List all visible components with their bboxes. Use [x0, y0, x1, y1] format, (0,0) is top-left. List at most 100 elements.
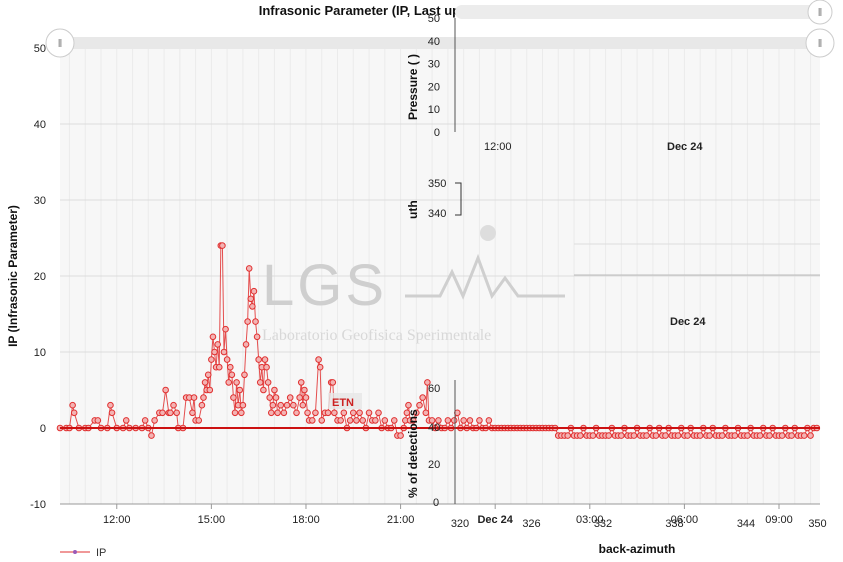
ip-point: [297, 379, 305, 386]
detections-x-tick: 332: [594, 518, 612, 530]
ip-point: [283, 401, 291, 409]
ip-point: [308, 417, 316, 424]
ip-point: [299, 401, 307, 409]
ip-point: [630, 432, 638, 439]
detections-x-tick: 344: [737, 518, 755, 530]
ip-point: [800, 432, 808, 439]
ip-point: [159, 409, 166, 417]
ip-point: [108, 409, 116, 417]
ip-point: [340, 409, 348, 417]
range-slider-main[interactable]: ‖ ‖: [45, 28, 835, 58]
y-tick-label: 20: [34, 271, 46, 283]
ip-point: [331, 409, 338, 417]
ip-point: [271, 386, 278, 394]
slider-handle-top-right[interactable]: [807, 0, 833, 25]
ip-point: [280, 409, 288, 417]
x-tick-label: 09:00: [765, 514, 793, 526]
ip-point: [605, 432, 613, 439]
ip-point: [238, 409, 245, 417]
detections-x-ticks: 320 326 332 338 344 350: [451, 518, 827, 530]
legend[interactable]: IP: [60, 547, 106, 559]
watermark-dot: [480, 225, 496, 241]
y-tick-label: 50: [34, 43, 46, 55]
etn-label-box: [328, 393, 362, 409]
slider-grip-right-icon: ‖: [818, 38, 823, 50]
ip-point: [731, 432, 739, 439]
ip-point: [204, 371, 212, 379]
y-tick-label: 0: [40, 423, 46, 435]
ip-point: [151, 417, 158, 424]
legend-ip-label[interactable]: IP: [96, 547, 106, 559]
ip-point: [200, 394, 207, 401]
pressure-y-ticks: 0 10 20 30 40 50: [428, 13, 440, 139]
slider-handle-left[interactable]: [45, 28, 75, 58]
slider-track-main[interactable]: [60, 37, 820, 49]
azimuth-tick-350: 350: [428, 178, 446, 190]
ip-point: [215, 363, 223, 371]
ip-point: [253, 333, 261, 341]
detections-tick-0: 0: [433, 497, 439, 509]
ip-point: [252, 318, 259, 325]
azimuth-overlay: uth 350 340 Dec 24: [406, 178, 820, 328]
ip-point: [422, 409, 430, 417]
ip-point: [324, 409, 332, 417]
watermark-wave: [405, 253, 565, 300]
ip-point: [141, 417, 149, 424]
ip-point: [744, 432, 751, 439]
detections-ylabel: % of detections: [406, 409, 420, 498]
ip-point: [652, 432, 660, 439]
ip-point: [315, 356, 322, 363]
ip-point: [206, 386, 214, 394]
ip-point: [211, 348, 218, 356]
ip-point: [428, 417, 436, 424]
ip-point: [249, 303, 256, 310]
ip-point: [416, 401, 423, 409]
pressure-y-tick: 50: [428, 13, 440, 25]
ip-point: [293, 409, 300, 417]
x-tick-label: 21:00: [387, 514, 415, 526]
ip-point: [162, 386, 169, 394]
ip-point: [349, 409, 357, 417]
ip-point: [255, 356, 262, 363]
ip-point: [195, 417, 203, 424]
ip-point: [122, 417, 130, 424]
ip-point: [267, 409, 275, 417]
slider-grip-left-icon: ‖: [58, 38, 63, 50]
ip-point: [346, 417, 354, 424]
ip-point: [662, 432, 669, 439]
ip-point: [435, 417, 442, 424]
range-slider-top[interactable]: ‖: [455, 0, 833, 25]
pressure-y-tick: 40: [428, 36, 440, 48]
ip-point: [318, 417, 326, 424]
ip-point: [643, 432, 650, 439]
pressure-y-tick: 0: [434, 127, 440, 139]
ip-point: [696, 432, 704, 439]
slider-handle-right[interactable]: [805, 28, 835, 58]
ip-point: [419, 394, 426, 401]
etn-annotation: ETN: [332, 397, 354, 409]
pressure-y-tick: 20: [428, 81, 440, 93]
ip-point: [223, 356, 231, 363]
ip-point: [359, 417, 367, 424]
watermark-sub: Laboratorio Geofisica Sperimentale: [262, 327, 491, 344]
ip-point: [397, 432, 404, 439]
ip-point: [261, 356, 269, 363]
ip-point: [274, 409, 281, 417]
detections-overlay: % of detections 60 40 20 0 320 326 332 338 3…: [406, 380, 827, 556]
ip-point: [190, 394, 198, 401]
y-tick-label: 10: [34, 347, 46, 359]
ip-point: [222, 325, 229, 333]
pressure-x-tick-1: Dec 24: [667, 141, 703, 153]
ip-point: [107, 401, 114, 409]
ip-point: [589, 432, 597, 439]
ip-point: [674, 432, 682, 439]
ip-point: [148, 432, 155, 439]
legend-ip-marker: [73, 550, 77, 554]
slider-track-top[interactable]: [455, 5, 823, 19]
y-tick-label: -10: [30, 499, 46, 511]
ip-point: [618, 432, 625, 439]
ip-point: [256, 379, 264, 386]
azimuth-bracket: [455, 182, 462, 216]
y-axis-label: IP (Infrasonic Parameter): [6, 205, 20, 347]
ip-point: [476, 417, 483, 424]
